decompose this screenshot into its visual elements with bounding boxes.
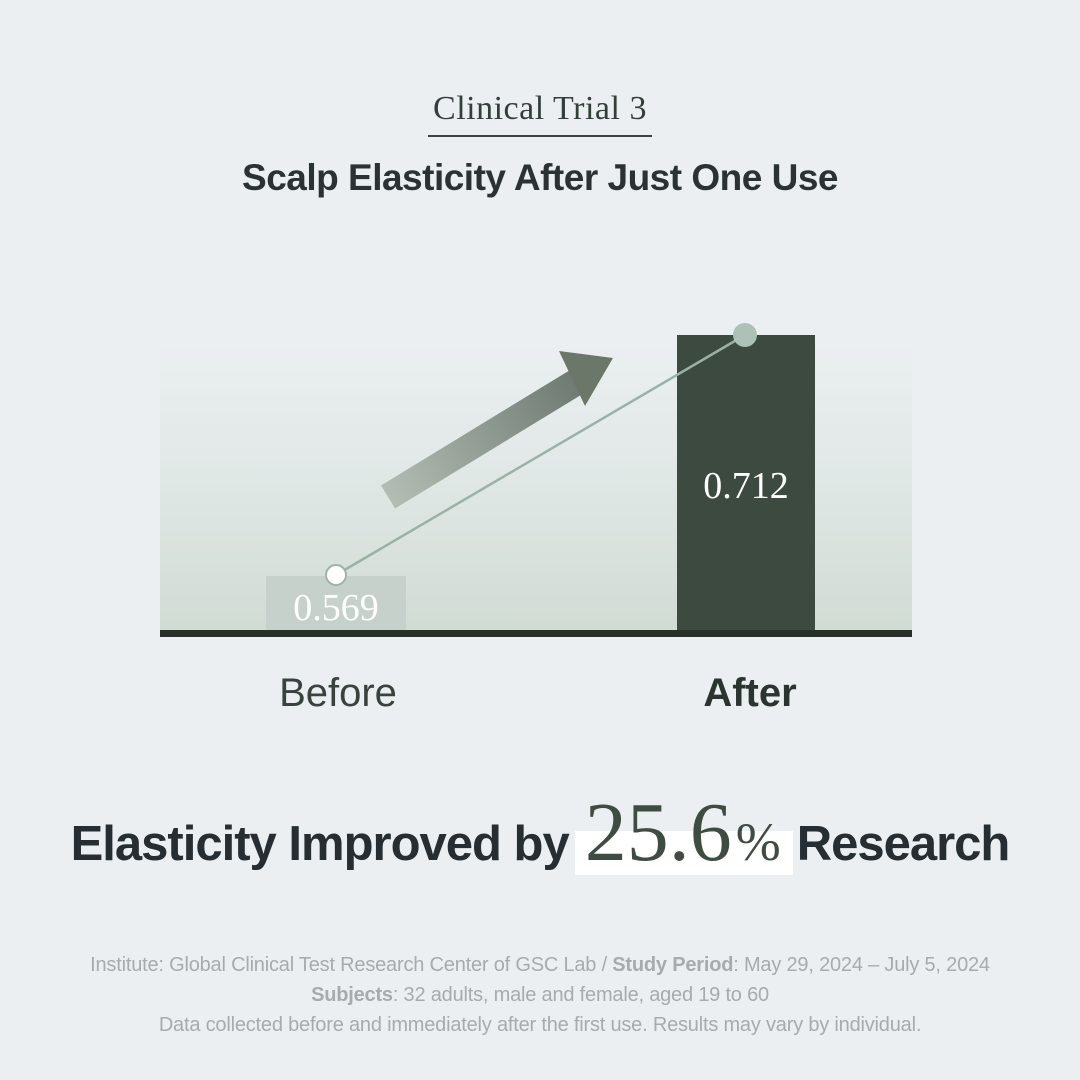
- statement-suffix: Research: [796, 817, 1011, 871]
- trial-eyebrow: Clinical Trial 3: [428, 90, 652, 137]
- highlight-percentage: 25.6 %: [574, 791, 793, 875]
- institute-text: Institute: Global Clinical Test Research…: [90, 954, 613, 976]
- highlight-box: [574, 831, 793, 875]
- study-period-label: Study Period: [612, 954, 734, 976]
- highlight-value: 25.6: [584, 786, 732, 879]
- footer-line-1: Institute: Global Clinical Test Research…: [0, 950, 1080, 980]
- bar-value-before: 0.569: [293, 587, 379, 629]
- chart-baseline: [160, 630, 912, 637]
- data-dot-after-icon: [733, 323, 757, 347]
- percent-sign-icon: %: [735, 812, 781, 872]
- axis-label-before: Before: [279, 671, 397, 715]
- study-period-value: : May 29, 2024 – July 5, 2024: [733, 954, 990, 976]
- footer-line-2: Subjects: 32 adults, male and female, ag…: [0, 980, 1080, 1010]
- axis-label-after: After: [703, 671, 797, 715]
- disclaimer-text: Data collected before and immediately af…: [158, 1014, 922, 1036]
- statement-prefix: Elasticity Improved by: [70, 817, 570, 871]
- page-title: Scalp Elasticity After Just One Use: [242, 157, 838, 198]
- study-details: Institute: Global Clinical Test Research…: [0, 950, 1080, 1040]
- improvement-statement: Elasticity Improved by 25.6 % Research: [0, 791, 1080, 875]
- data-dot-before-icon: [325, 564, 347, 586]
- subjects-value: : 32 adults, male and female, aged 19 to…: [392, 984, 769, 1006]
- footer-line-3: Data collected before and immediately af…: [0, 1010, 1080, 1040]
- bar-after: 0.712: [677, 335, 815, 630]
- bar-value-after: 0.712: [703, 465, 789, 507]
- eyebrow-row: Clinical Trial 3: [0, 90, 1080, 137]
- subjects-label: Subjects: [311, 984, 393, 1006]
